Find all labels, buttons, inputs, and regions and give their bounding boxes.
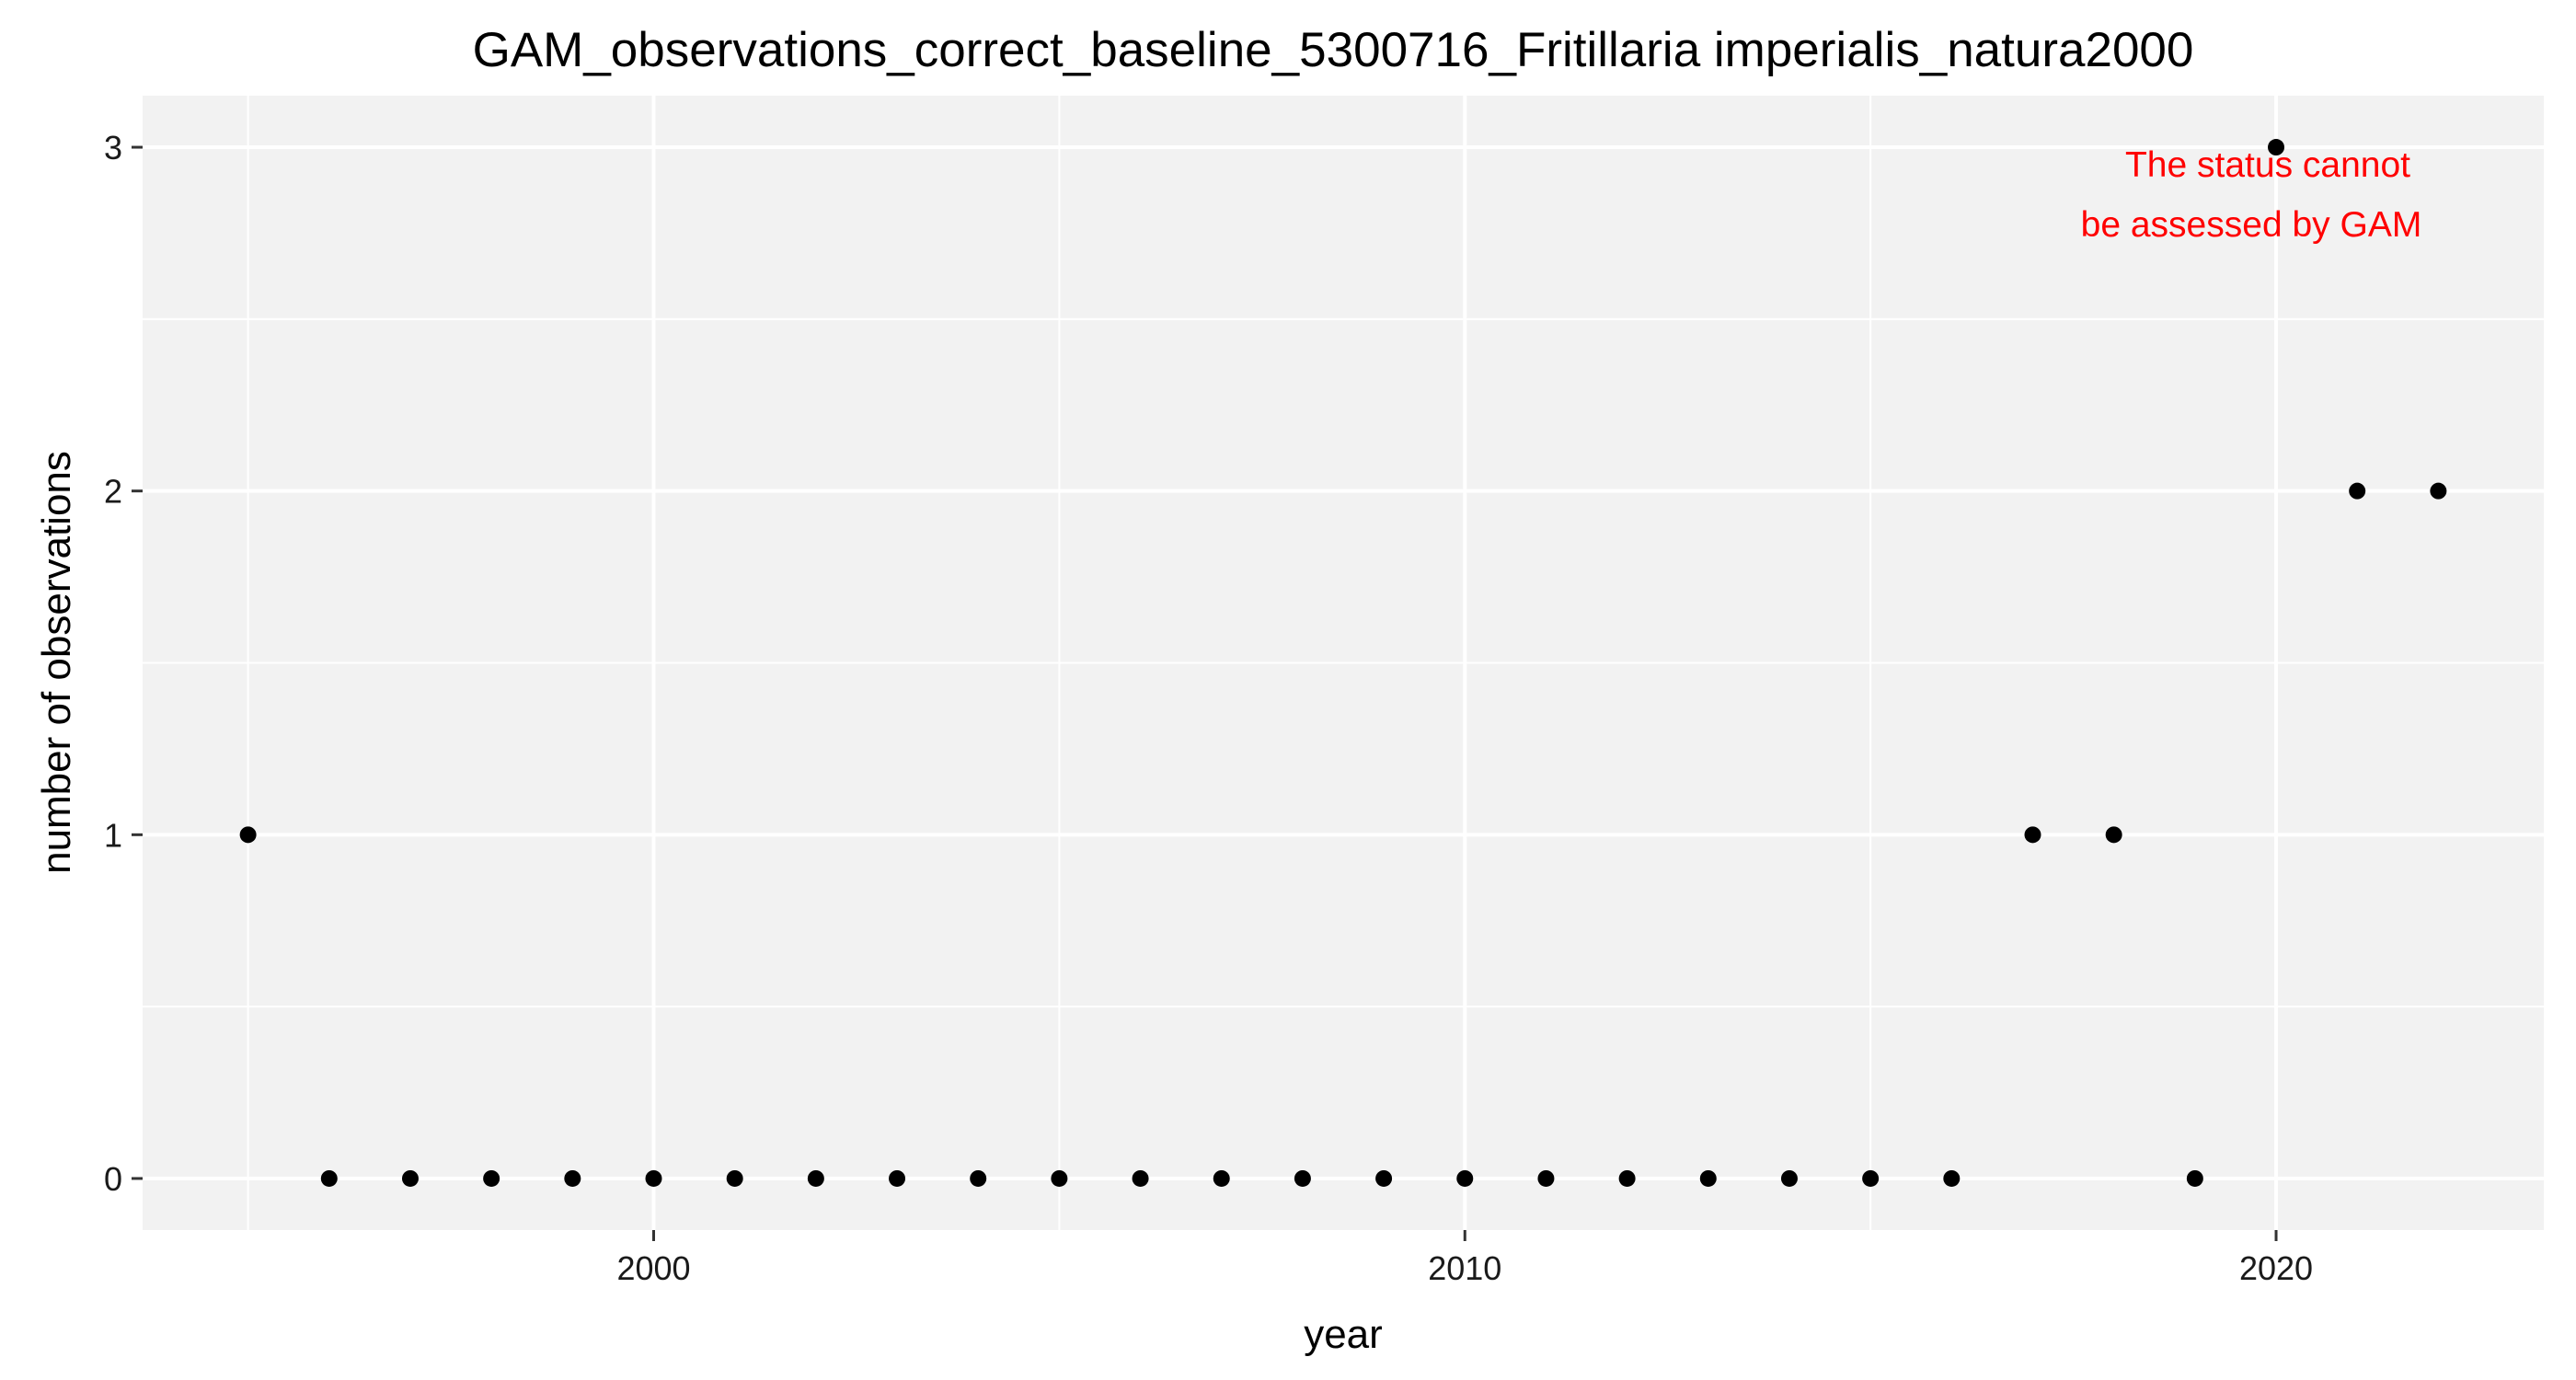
y-tick-label: 0: [104, 1160, 122, 1198]
y-tick-label: 2: [104, 473, 122, 511]
y-tick-label: 3: [104, 129, 122, 167]
data-point: [970, 1169, 987, 1187]
data-point: [1132, 1169, 1149, 1187]
data-point: [2349, 482, 2366, 500]
y-axis-title: number of observations: [34, 451, 79, 874]
data-points: [239, 139, 2447, 1187]
data-point: [645, 1169, 662, 1187]
data-point: [1780, 1169, 1798, 1187]
data-point: [1699, 1169, 1717, 1187]
annotation-line-2: be assessed by GAM: [2081, 205, 2422, 245]
axis-ticks: [132, 145, 2278, 1241]
data-point: [1294, 1169, 1311, 1187]
data-point: [1618, 1169, 1636, 1187]
data-point: [2430, 482, 2447, 500]
data-point: [239, 826, 257, 844]
x-tick-label: 2000: [616, 1249, 690, 1287]
data-point: [1051, 1169, 1068, 1187]
data-point: [2024, 826, 2041, 844]
data-point: [564, 1169, 581, 1187]
y-tick-labels: 0 1 2 3: [104, 129, 122, 1198]
data-point: [2268, 139, 2285, 156]
data-point: [1456, 1169, 1474, 1187]
x-tick-labels: 2000 2010 2020: [616, 1249, 2313, 1287]
data-point: [889, 1169, 906, 1187]
data-point: [483, 1169, 500, 1187]
x-tick-label: 2010: [1428, 1249, 1501, 1287]
data-point: [1537, 1169, 1555, 1187]
data-point: [1943, 1169, 1961, 1187]
data-point: [2105, 826, 2122, 844]
data-point: [1213, 1169, 1230, 1187]
x-tick-label: 2020: [2239, 1249, 2313, 1287]
x-axis-title: year: [1304, 1312, 1383, 1357]
data-point: [726, 1169, 743, 1187]
grid-major: [143, 96, 2544, 1230]
y-tick-label: 1: [104, 816, 122, 854]
data-point: [1862, 1169, 1880, 1187]
grid-minor: [143, 96, 2544, 1230]
chart-title: GAM_observations_correct_baseline_530071…: [473, 23, 2194, 77]
data-point: [320, 1169, 338, 1187]
data-point: [2186, 1169, 2203, 1187]
data-point: [1375, 1169, 1393, 1187]
data-point: [401, 1169, 419, 1187]
data-point: [807, 1169, 824, 1187]
annotation-line-1: The status cannot: [2125, 145, 2410, 185]
